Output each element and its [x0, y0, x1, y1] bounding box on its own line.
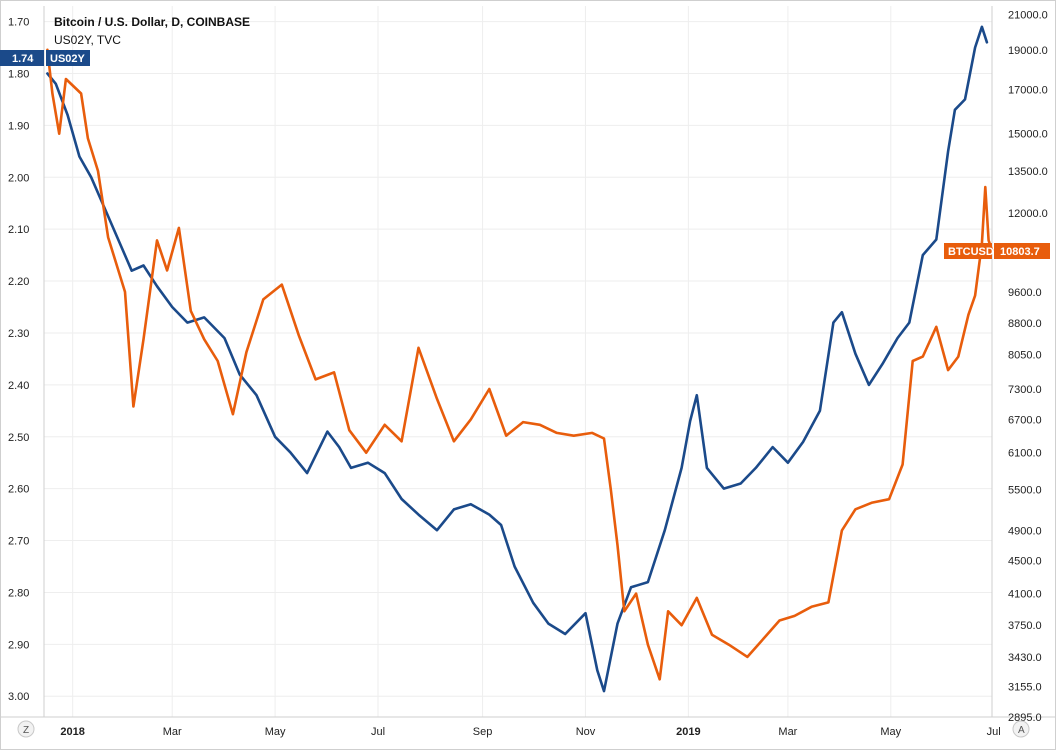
x-tick-label: Nov: [576, 726, 596, 738]
right-axis-ticks[interactable]: 21000.0 19000.0 17000.0 15000.0 13500.0 12000…: [1008, 9, 1048, 724]
chart-title: Bitcoin / U.S. Dollar, D, COINBASE: [54, 15, 250, 29]
left-tick-label: 1.90: [8, 120, 29, 132]
left-tick-label: 2.80: [8, 587, 29, 599]
x-tick-label: May: [265, 726, 286, 738]
right-tick-label: 8050.0: [1008, 349, 1042, 361]
us02y-last-value-badge: 1.74: [0, 50, 44, 66]
left-tick-label: 2.40: [8, 380, 29, 392]
left-tick-label: 1.70: [8, 17, 29, 29]
right-tick-label: 12000.0: [1008, 208, 1048, 220]
us02y-line[interactable]: [46, 25, 989, 693]
btcusd-series-name: BTCUSD: [948, 246, 994, 258]
right-tick-label: 4100.0: [1008, 589, 1042, 601]
us02y-series-tag: US02Y: [46, 50, 90, 66]
x-tick-label: Jul: [371, 726, 385, 738]
grid: [44, 6, 992, 717]
right-tick-label: 17000.0: [1008, 84, 1048, 96]
x-tick-label: Mar: [163, 726, 182, 738]
right-tick-label: 3155.0: [1008, 682, 1042, 694]
right-tick-label: 9600.0: [1008, 287, 1042, 299]
x-tick-label: May: [880, 726, 901, 738]
us02y-last-value: 1.74: [12, 53, 34, 65]
right-tick-label: 5500.0: [1008, 484, 1042, 496]
right-tick-label: 8800.0: [1008, 318, 1042, 330]
right-tick-label: 19000.0: [1008, 45, 1048, 57]
right-tick-label: 7300.0: [1008, 384, 1042, 396]
auto-scale-button-label: A: [1018, 725, 1025, 736]
right-tick-label: 21000.0: [1008, 9, 1048, 21]
btcusd-last-value-badge: BTCUSD 10803.7: [944, 243, 1050, 259]
left-tick-label: 2.10: [8, 224, 29, 236]
series-layer: [46, 25, 994, 693]
left-tick-label: 2.20: [8, 276, 29, 288]
zoom-button-label: Z: [23, 725, 29, 736]
auto-scale-button[interactable]: A: [1012, 720, 1030, 738]
x-tick-label: Mar: [778, 726, 797, 738]
right-tick-label: 3430.0: [1008, 652, 1042, 664]
btcusd-last-value: 10803.7: [1000, 246, 1040, 258]
right-tick-label: 13500.0: [1008, 166, 1048, 178]
x-tick-label: 2019: [676, 726, 700, 738]
right-tick-label: 4900.0: [1008, 525, 1042, 537]
left-tick-label: 2.00: [8, 172, 29, 184]
right-tick-label: 2895.0: [1008, 712, 1042, 724]
left-tick-label: 3.00: [8, 691, 29, 703]
x-tick-label: Jul: [987, 726, 1001, 738]
zoom-button[interactable]: Z: [17, 720, 35, 738]
left-axis-ticks[interactable]: 1.70 1.80 1.90 2.00 2.10 2.20 2.30 2.40 2.50 2.60…: [8, 17, 29, 704]
right-tick-label: 3750.0: [1008, 620, 1042, 632]
right-tick-label: 15000.0: [1008, 129, 1048, 141]
right-tick-label: 6700.0: [1008, 414, 1042, 426]
us02y-series-name: US02Y: [50, 53, 86, 65]
x-tick-label: Sep: [473, 726, 493, 738]
x-tick-label: 2018: [60, 726, 84, 738]
left-tick-label: 2.30: [8, 328, 29, 340]
left-tick-label: 2.90: [8, 639, 29, 651]
left-tick-label: 1.80: [8, 68, 29, 80]
x-axis-ticks[interactable]: 2018 Mar May Jul Sep Nov 2019 Mar May Jul: [60, 726, 1000, 738]
right-tick-label: 4500.0: [1008, 556, 1042, 568]
btcusd-line[interactable]: [46, 48, 994, 681]
left-tick-label: 2.50: [8, 432, 29, 444]
left-tick-label: 2.60: [8, 484, 29, 496]
chart-subtitle: US02Y, TVC: [54, 33, 121, 47]
left-tick-label: 2.70: [8, 536, 29, 548]
right-tick-label: 6100.0: [1008, 448, 1042, 460]
